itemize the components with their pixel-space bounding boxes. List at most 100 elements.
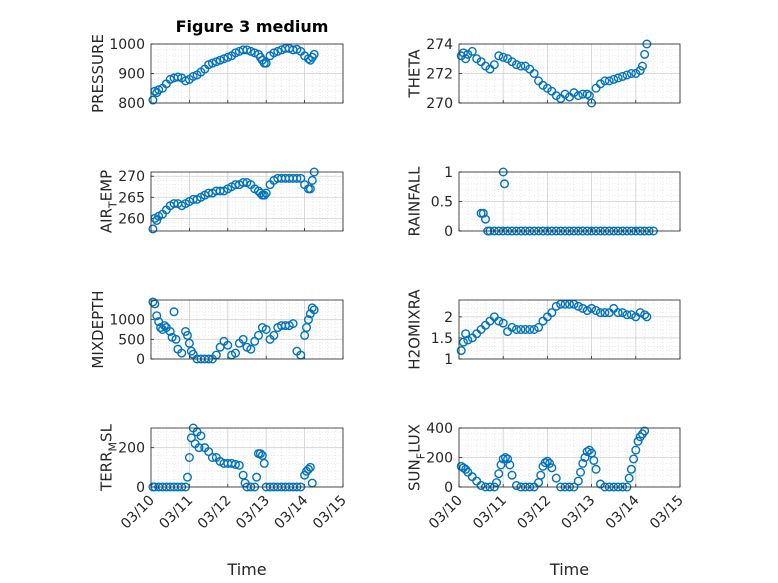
data-point [547, 463, 557, 473]
y-tick-label: 272 [426, 67, 453, 83]
data-point [626, 464, 636, 474]
y-tick-label: 800 [118, 96, 145, 112]
data-point [573, 476, 583, 486]
data-point [626, 68, 636, 78]
data-point [165, 326, 175, 336]
data-point [148, 224, 158, 234]
plot-area [151, 428, 343, 487]
data-point [269, 330, 279, 340]
y-tick-label: 1000 [109, 313, 145, 329]
data-point [498, 318, 508, 328]
data-point [595, 79, 605, 89]
data-point [587, 303, 597, 313]
data-point [246, 344, 256, 354]
data-point [182, 472, 192, 482]
data-point [629, 454, 639, 464]
data-point [573, 301, 583, 311]
axes-box [458, 427, 681, 488]
axes-box [458, 299, 681, 360]
data-point [578, 89, 588, 99]
data-point [230, 459, 240, 469]
data-point [207, 453, 217, 463]
y-tick-label: 0.5 [431, 195, 453, 211]
x-axis-label: Time [226, 560, 266, 579]
axes-box [458, 43, 681, 104]
data-point [516, 325, 526, 335]
data-point [578, 458, 588, 468]
x-tick-label: 03/13 [233, 493, 273, 533]
data-point [538, 80, 548, 90]
data-point [578, 303, 588, 313]
data-point [261, 325, 271, 335]
data-point [551, 91, 561, 101]
data-point [498, 52, 508, 62]
data-point [637, 61, 647, 71]
data-point [494, 51, 504, 61]
subplot-h2omixra: 1 1.5 2 H2OMIXRA [406, 289, 681, 370]
data-point [255, 449, 265, 459]
data-point [230, 348, 240, 358]
data-point [458, 337, 468, 347]
data-point [542, 456, 552, 466]
y-tick-label: 260 [118, 211, 145, 227]
data-point [507, 57, 517, 67]
data-point [498, 454, 508, 464]
axes-box [150, 299, 344, 360]
data-point [463, 335, 473, 345]
data-point [534, 322, 544, 332]
data-point [529, 68, 539, 78]
y-axis-label: RAINFALL [406, 166, 424, 237]
axes-box [458, 171, 681, 232]
data-point [520, 325, 530, 335]
x-tick-label: 03/10 [426, 493, 466, 533]
data-point [640, 426, 650, 436]
subplot-sun-flux: 03/10 03/11 03/12 03/13 03/14 03/15 0 200 400SUN… [406, 421, 687, 579]
y-tick-label: 2 [444, 310, 453, 326]
data-point [261, 58, 271, 68]
data-point [631, 68, 641, 78]
data-point [461, 54, 471, 64]
x-tick-label: 03/14 [272, 492, 312, 532]
data-point [503, 54, 513, 64]
data-point [259, 458, 269, 468]
data-point [478, 208, 488, 218]
data-point [505, 460, 515, 470]
data-point [576, 467, 586, 477]
data-point [458, 48, 468, 58]
data-point [472, 54, 482, 64]
data-point [525, 325, 535, 335]
data-point [635, 308, 645, 318]
data-point [456, 461, 466, 471]
y-axis-label: THETA [406, 49, 424, 99]
y-tick-label: 0 [444, 224, 453, 240]
data-point [536, 470, 546, 480]
axes-box [150, 171, 344, 232]
data-point [238, 334, 248, 344]
data-point [511, 325, 521, 335]
data-point [492, 478, 502, 488]
y-axis-label: AIRTEMP [98, 170, 120, 233]
data-point [609, 74, 619, 84]
data-point [551, 473, 561, 483]
data-point [500, 179, 510, 189]
data-point [520, 61, 530, 71]
data-point [595, 308, 605, 318]
data-point [252, 472, 262, 482]
data-point [604, 76, 614, 86]
data-point [626, 310, 636, 320]
data-point [560, 89, 570, 99]
y-tick-label: 265 [118, 190, 145, 206]
data-point [481, 214, 491, 224]
data-point [184, 453, 194, 463]
data-point [589, 455, 599, 465]
x-tick-label: 03/11 [156, 493, 196, 533]
data-point [511, 60, 521, 70]
data-point [292, 173, 302, 183]
y-tick-label: 200 [118, 441, 145, 457]
data-point [507, 470, 517, 480]
x-tick-label: 03/15 [647, 493, 687, 533]
